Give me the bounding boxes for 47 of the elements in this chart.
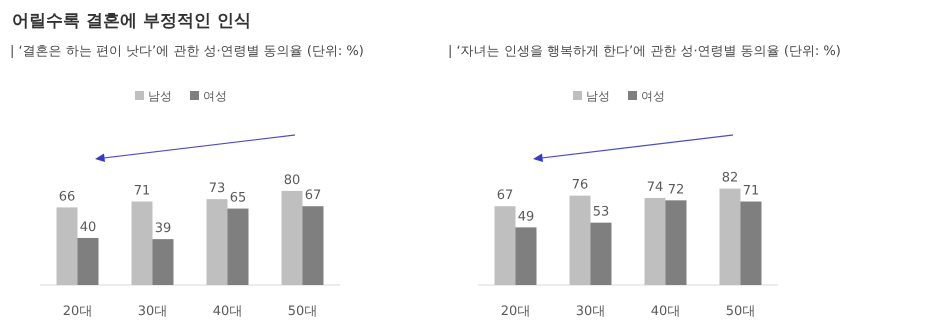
legend-label: 남성: [148, 89, 172, 103]
chart-subtitle: | ‘자녀는 인생을 행복하게 한다’에 관한 성·연령별 동의율 (단위: %): [448, 44, 841, 59]
bar: [666, 200, 686, 285]
x-tick-label: 20대: [62, 304, 92, 319]
data-label: 39: [154, 221, 172, 236]
x-tick-label: 50대: [726, 304, 756, 319]
bar: [206, 199, 228, 285]
x-tick-label: 40대: [212, 304, 242, 319]
bar: [720, 188, 740, 285]
bar: [132, 202, 152, 285]
bar: [570, 196, 590, 285]
bar: [56, 207, 78, 285]
bar: [494, 206, 516, 285]
legend-label: 남성: [586, 89, 610, 103]
data-label: 71: [134, 184, 150, 199]
data-label: 67: [304, 188, 322, 204]
bar: [282, 190, 302, 285]
bar: [228, 208, 248, 285]
data-label: 67: [496, 188, 514, 204]
data-label: 82: [722, 170, 738, 186]
bar: [302, 206, 324, 285]
legend-label: 여성: [203, 89, 227, 103]
data-label: 40: [80, 220, 96, 235]
bar: [740, 202, 762, 285]
data-label: 76: [572, 178, 588, 193]
data-label: 71: [742, 184, 760, 199]
bar: [590, 222, 612, 285]
chart-title: 어릴수록 결혼에 부정적인 인식: [12, 11, 251, 31]
data-label: 53: [592, 204, 610, 220]
bar: [152, 239, 174, 285]
legend-label: 여성: [641, 89, 665, 103]
data-label: 80: [284, 172, 300, 188]
bar: [78, 238, 98, 285]
x-tick-label: 30대: [576, 304, 606, 319]
chart-subtitle: | ‘결혼은 하는 편이 낫다’에 관한 성·연령별 동의율 (단위: %): [10, 44, 364, 59]
data-label: 72: [668, 182, 684, 198]
bar: [644, 198, 666, 285]
x-tick-label: 30대: [138, 304, 168, 319]
bar: [516, 227, 536, 285]
x-tick-label: 20대: [500, 304, 530, 319]
x-tick-label: 50대: [288, 304, 318, 319]
x-tick-label: 40대: [650, 304, 680, 319]
data-label: 74: [646, 180, 664, 195]
data-label: 73: [208, 181, 226, 196]
data-label: 65: [230, 190, 246, 206]
data-label: 66: [58, 189, 76, 204]
data-label: 49: [518, 209, 534, 224]
